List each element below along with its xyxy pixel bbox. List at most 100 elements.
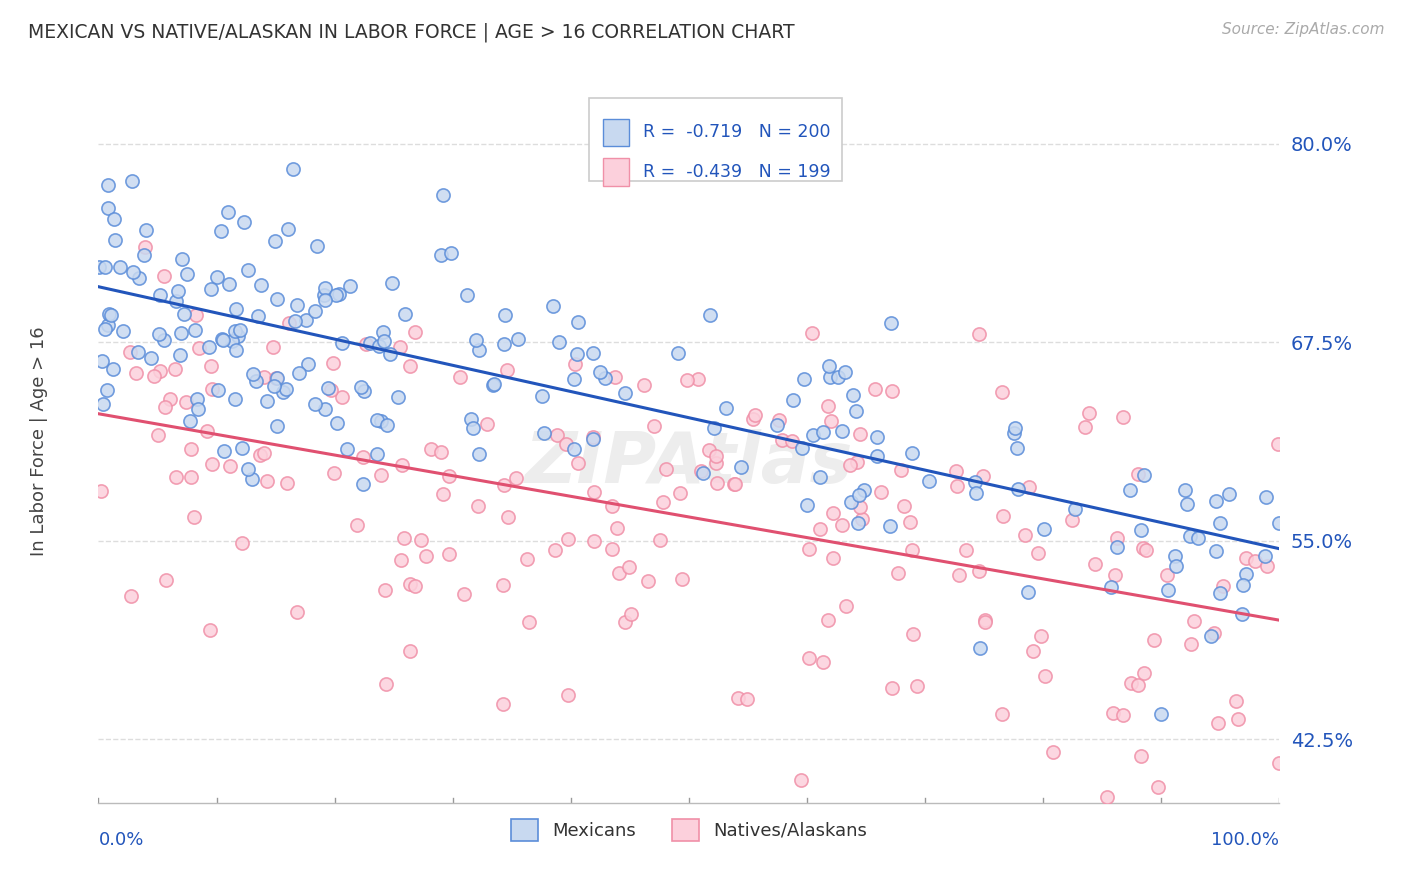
Point (430, 248, 453, 262)
Point (104, 233, 127, 247)
Point (297, 357, 319, 371)
Point (582, 346, 605, 360)
Point (381, 277, 404, 291)
Point (231, 441, 253, 455)
Point (1146, 780, 1168, 794)
Point (893, 499, 915, 513)
Point (697, 443, 720, 458)
Point (94, 260, 117, 275)
Point (768, 413, 790, 427)
Point (263, 234, 285, 248)
Point (415, 549, 437, 563)
Point (1212, 579, 1234, 593)
Point (165, 293, 187, 308)
Point (991, 509, 1014, 524)
Point (359, 335, 381, 350)
Point (613, 386, 636, 401)
Point (236, 462, 259, 476)
Point (1178, 529, 1201, 543)
Point (582, 432, 605, 446)
Point (375, 417, 398, 432)
Point (231, 535, 253, 549)
Point (1105, 540, 1128, 554)
Point (692, 466, 714, 480)
Point (546, 427, 568, 442)
Point (404, 579, 426, 593)
Point (890, 463, 912, 477)
Point (143, 369, 166, 384)
Point (852, 483, 875, 497)
Point (207, 383, 229, 397)
Point (245, 374, 267, 388)
Point (600, 500, 623, 514)
Point (818, 369, 841, 384)
Point (730, 460, 752, 475)
Point (582, 534, 605, 549)
Point (1254, 549, 1277, 563)
Point (366, 413, 388, 427)
Point (589, 365, 612, 379)
Point (368, 339, 391, 353)
Point (1218, 486, 1240, 500)
Point (187, 402, 209, 417)
Point (1105, 531, 1128, 545)
Point (240, 472, 263, 486)
Point (336, 442, 359, 457)
Point (1202, 626, 1225, 640)
Point (918, 474, 941, 488)
Point (325, 288, 347, 302)
Text: R =  -0.719   N = 200: R = -0.719 N = 200 (643, 123, 831, 141)
Point (276, 475, 298, 490)
Point (304, 397, 326, 411)
Point (790, 772, 813, 787)
Point (1147, 819, 1170, 833)
Point (1074, 420, 1097, 434)
Point (1060, 513, 1083, 527)
Point (350, 380, 373, 394)
Point (278, 316, 301, 330)
Text: MEXICAN VS NATIVE/ALASKAN IN LABOR FORCE | AGE > 16 CORRELATION CHART: MEXICAN VS NATIVE/ALASKAN IN LABOR FORCE… (28, 22, 794, 42)
Point (797, 651, 820, 665)
Point (813, 655, 835, 669)
Text: ZIPAtlas: ZIPAtlas (524, 429, 853, 498)
Point (201, 457, 224, 471)
Point (505, 471, 527, 485)
Point (146, 427, 169, 442)
Point (1129, 523, 1152, 537)
Point (643, 418, 665, 433)
Point (371, 325, 394, 339)
Point (148, 327, 170, 342)
Point (582, 430, 605, 444)
Point (388, 340, 411, 354)
Point (339, 279, 361, 293)
Point (318, 381, 340, 395)
Point (1243, 554, 1265, 568)
Point (391, 553, 413, 567)
Point (562, 372, 585, 386)
Point (800, 326, 823, 340)
Point (288, 366, 311, 380)
Point (496, 509, 519, 524)
Point (600, 541, 623, 556)
Point (1199, 629, 1222, 643)
Point (735, 691, 758, 706)
Point (811, 425, 834, 439)
Point (271, 384, 294, 399)
Point (1119, 483, 1142, 497)
Point (516, 552, 538, 566)
Point (1156, 568, 1178, 582)
Point (121, 174, 143, 188)
Point (790, 442, 813, 456)
Point (543, 299, 565, 313)
Point (863, 382, 886, 396)
Point (139, 351, 162, 365)
Point (689, 464, 711, 478)
Point (491, 578, 513, 592)
Point (226, 329, 249, 343)
Point (810, 522, 832, 536)
Point (398, 359, 420, 373)
Point (1095, 789, 1118, 804)
Point (834, 599, 856, 613)
Point (477, 417, 499, 431)
Point (766, 418, 789, 433)
